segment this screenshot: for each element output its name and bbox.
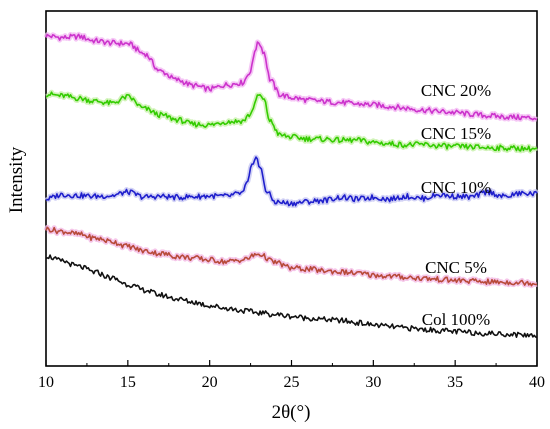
- x-tick-label: 30: [365, 374, 381, 391]
- series-labels: CNC 20% CNC 15% CNC 10% CNC 5% Col 100%: [421, 81, 491, 329]
- series-label: Col 100%: [422, 310, 490, 329]
- x-tick-label: 40: [529, 374, 545, 391]
- series-label: CNC 15%: [421, 124, 491, 143]
- series-label: CNC 20%: [421, 81, 491, 100]
- x-axis-ticks: 10 15 20 25 30 35 40: [38, 360, 545, 391]
- x-tick-label: 10: [38, 374, 54, 391]
- series-line-cnc-20: [45, 33, 538, 121]
- series-label: CNC 5%: [425, 258, 487, 277]
- x-tick-label: 15: [120, 374, 136, 391]
- series-line-cnc-10: [45, 156, 538, 207]
- x-tick-label: 25: [284, 374, 300, 391]
- x-tick-label: 35: [447, 374, 463, 391]
- y-axis-title: Intensity: [6, 146, 27, 213]
- series-layer: [43, 31, 539, 339]
- series-line-cnc-5: [45, 226, 538, 287]
- series-line-col-100: [45, 254, 538, 339]
- x-axis-title: 2θ(°): [272, 402, 311, 423]
- x-tick-label: 20: [202, 374, 218, 391]
- series-label: CNC 10%: [421, 178, 491, 197]
- series-line-cnc-15: [45, 91, 538, 152]
